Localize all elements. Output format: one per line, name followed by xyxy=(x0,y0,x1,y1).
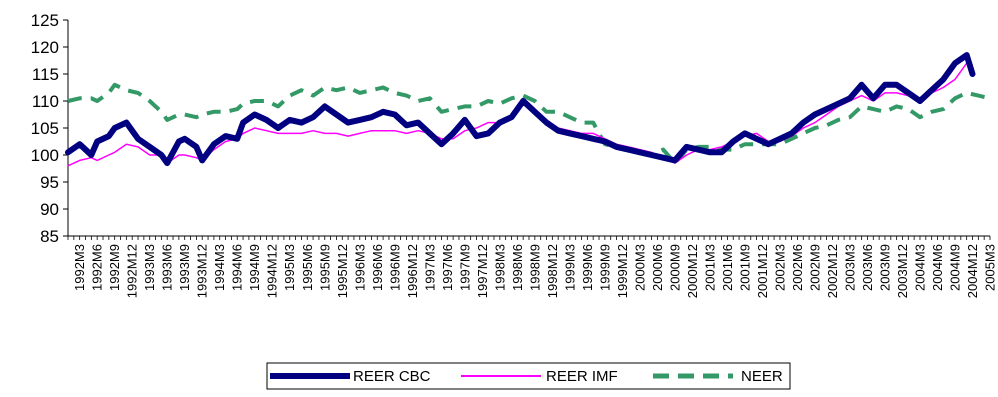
x-tick-label: 2000M9 xyxy=(667,244,682,291)
series-line-reer-cbc xyxy=(65,52,976,167)
x-tick-label: 1992M9 xyxy=(107,244,122,291)
x-tick-label: 1999M3 xyxy=(562,244,577,291)
y-tick-label: 120 xyxy=(31,38,59,57)
x-tick-label: 2000M3 xyxy=(632,244,647,291)
x-tick-label: 1993M12 xyxy=(195,244,210,298)
x-tick-label: 2002M9 xyxy=(807,244,822,291)
x-tick-label: 2002M6 xyxy=(790,244,805,291)
x-tick-label: 1993M6 xyxy=(160,244,175,291)
y-tick-label: 95 xyxy=(40,173,59,192)
y-tick-label: 115 xyxy=(32,65,59,84)
x-tick-label: 2003M3 xyxy=(842,244,857,291)
x-tick-label: 1994M12 xyxy=(265,244,280,298)
x-tick-label: 1994M9 xyxy=(247,244,262,291)
x-tick-label: 1997M9 xyxy=(457,244,472,291)
x-tick-label: 2001M6 xyxy=(720,244,735,291)
x-tick-label: 1998M6 xyxy=(510,244,525,291)
x-tick-label: 1994M6 xyxy=(230,244,245,291)
x-tick-label: 1996M3 xyxy=(352,244,367,291)
x-tick-label: 1992M12 xyxy=(125,244,140,298)
x-tick-label: 1997M12 xyxy=(475,244,490,298)
series-line-reer-imf xyxy=(67,62,973,167)
x-tick-label: 1992M6 xyxy=(90,244,105,291)
x-tick-label: 2000M12 xyxy=(685,244,700,298)
x-tick-label: 1998M12 xyxy=(545,244,560,298)
series-line-neer xyxy=(67,82,991,166)
x-tick-label: 2001M9 xyxy=(737,244,752,291)
x-tick-label: 1998M3 xyxy=(492,244,507,291)
x-tick-label: 2005M3 xyxy=(983,244,998,291)
x-tick-label: 2002M3 xyxy=(772,244,787,291)
x-tick-label: 2003M6 xyxy=(860,244,875,291)
x-tick-label: 2004M6 xyxy=(930,244,945,291)
x-tick-label: 2001M12 xyxy=(755,244,770,298)
x-tick-label: 2001M3 xyxy=(702,244,717,291)
x-tick-label: 1993M9 xyxy=(177,244,192,291)
x-tick-label: 1996M6 xyxy=(370,244,385,291)
y-tick-label: 90 xyxy=(40,200,59,219)
x-tick-label: 1995M12 xyxy=(335,244,350,298)
x-tick-label: 1997M3 xyxy=(422,244,437,291)
x-tick-label: 1999M12 xyxy=(615,244,630,298)
x-axis: 1992M3 1992M6 1992M9 1992M12 1993M3 1993M6 199… xyxy=(67,235,998,298)
x-tick-label: 1996M9 xyxy=(387,244,402,291)
x-tick-label: 2002M12 xyxy=(825,244,840,298)
y-tick-label: 100 xyxy=(31,146,59,165)
x-tick-label: 1998M9 xyxy=(527,244,542,291)
legend-label-reer-cbc: REER CBC xyxy=(353,368,431,385)
y-tick-label: 110 xyxy=(32,92,59,111)
x-tick-label: 2004M3 xyxy=(912,244,927,291)
x-tick-label: 2000M6 xyxy=(650,244,665,291)
x-tick-label: 1993M3 xyxy=(142,244,157,291)
x-tick-label: 1996M12 xyxy=(405,244,420,298)
x-tick-label: 2004M9 xyxy=(947,244,962,291)
x-tick-label: 2003M9 xyxy=(877,244,892,291)
x-tick-label: 1992M3 xyxy=(72,244,87,291)
y-tick-label: 105 xyxy=(31,119,59,138)
x-tick-label: 1999M9 xyxy=(597,244,612,291)
y-tick-label: 125 xyxy=(31,11,59,30)
x-tick-label: 1997M6 xyxy=(440,244,455,291)
legend-label-neer: NEER xyxy=(741,368,783,385)
x-tick-label: 1995M3 xyxy=(282,244,297,291)
y-axis: 85 90 95 100 105 110 115 120 125 xyxy=(31,11,69,246)
legend-label-reer-imf: REER IMF xyxy=(546,368,618,385)
x-tick-label: 1999M6 xyxy=(580,244,595,291)
x-tick-label: 2003M12 xyxy=(895,244,910,298)
x-tick-label: 1995M9 xyxy=(317,244,332,291)
legend: REER CBC REER IMF NEER xyxy=(266,362,791,390)
x-tick-label: 1995M6 xyxy=(300,244,315,291)
y-tick-label: 85 xyxy=(40,227,59,246)
x-tick-label: 1994M3 xyxy=(212,244,227,291)
series-layer xyxy=(65,52,991,167)
x-tick-label: 2004M12 xyxy=(965,244,980,298)
